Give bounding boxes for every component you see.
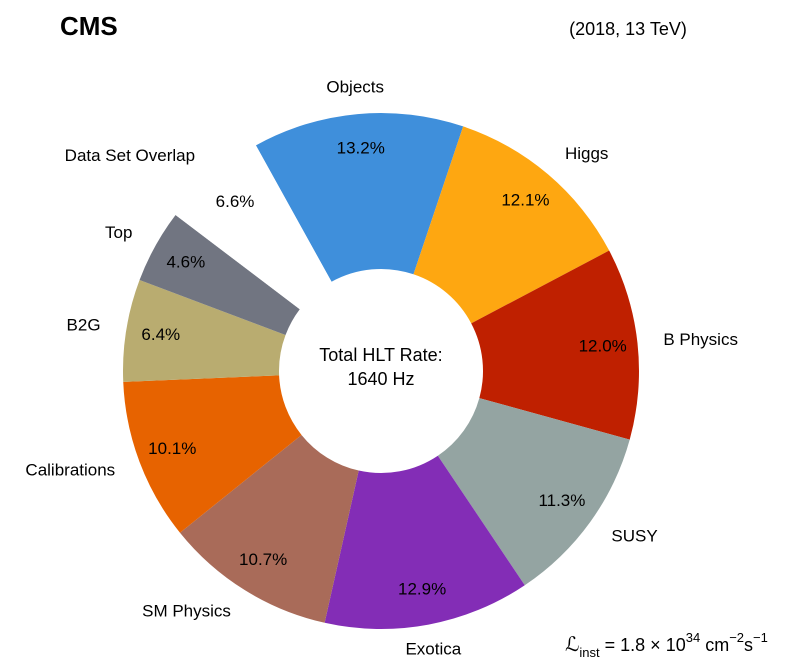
slice (471, 250, 639, 440)
center-text: 1640 Hz (347, 369, 414, 389)
category-label: SUSY (611, 527, 657, 546)
annotation-part: ℒ (565, 634, 579, 656)
value-label: 10.7% (239, 550, 287, 569)
category-label: Higgs (565, 144, 608, 163)
value-label: 4.6% (166, 253, 205, 272)
slice (324, 455, 525, 629)
value-label: 6.6% (216, 192, 255, 211)
annotation-part: −1 (753, 630, 768, 645)
slices: 13.2% Objects 12.1% Higgs 12.0% B Physics 11.3… (25, 78, 738, 659)
slice (139, 214, 300, 336)
annotation-part: s (744, 635, 753, 655)
slice (255, 112, 464, 282)
annotation-part: = 1.8 × 10 (600, 635, 686, 655)
slice (123, 280, 286, 382)
slice (179, 434, 359, 623)
category-label: Calibrations (25, 461, 115, 480)
luminosity-annotation: ℒinst = 1.8 × 1034 cm−2s−1 (565, 630, 768, 659)
category-label: Top (105, 223, 132, 242)
value-label: 13.2% (337, 138, 385, 157)
value-label: 12.0% (579, 336, 627, 355)
category-label: B2G (67, 316, 101, 335)
annotation-part: cm (700, 635, 729, 655)
annotation-part: 34 (686, 630, 700, 645)
value-label: 12.9% (398, 580, 446, 599)
value-label: 6.4% (141, 325, 180, 344)
annotation-part: −2 (729, 630, 744, 645)
slice (413, 126, 610, 324)
category-label: Exotica (405, 640, 461, 659)
chart-title: CMS (60, 11, 118, 41)
category-label: SM Physics (142, 602, 231, 621)
slice (175, 145, 332, 310)
annotation-part: inst (579, 645, 600, 659)
category-label: Objects (326, 78, 384, 97)
value-label: 12.1% (501, 191, 549, 210)
slice (123, 375, 302, 533)
chart-subtitle: (2018, 13 TeV) (569, 19, 687, 39)
category-label: B Physics (663, 330, 738, 349)
value-label: 11.3% (538, 491, 585, 510)
category-label: Data Set Overlap (65, 146, 195, 165)
slice (437, 398, 630, 586)
value-label: 10.1% (148, 439, 196, 458)
center-text: Total HLT Rate: (319, 345, 442, 365)
